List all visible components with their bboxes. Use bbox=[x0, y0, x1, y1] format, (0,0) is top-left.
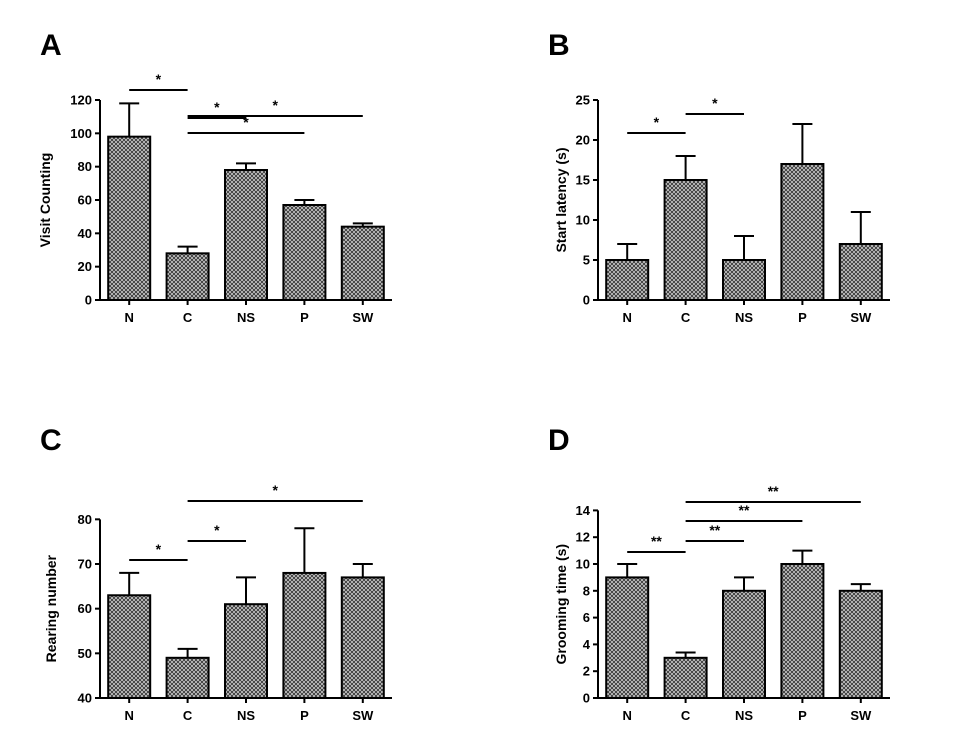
y-tick-label: 20 bbox=[576, 133, 590, 148]
y-tick-label: 80 bbox=[78, 159, 92, 174]
significance-marker: * bbox=[654, 114, 660, 130]
significance-marker: * bbox=[214, 522, 220, 538]
x-tick-label: NS bbox=[735, 310, 753, 325]
y-tick-label: 4 bbox=[583, 637, 591, 652]
y-tick-label: 120 bbox=[70, 93, 92, 108]
y-tick-label: 5 bbox=[583, 253, 590, 268]
x-tick-label: N bbox=[623, 708, 632, 723]
x-tick-label: SW bbox=[850, 708, 872, 723]
bar-sw bbox=[340, 576, 385, 700]
x-tick-label: NS bbox=[237, 708, 255, 723]
y-tick-label: 14 bbox=[576, 503, 591, 518]
y-tick-label: 10 bbox=[576, 557, 590, 572]
bar-n bbox=[107, 594, 152, 699]
panel-letter: C bbox=[40, 424, 62, 457]
y-tick-label: 2 bbox=[583, 664, 590, 679]
y-tick-label: 60 bbox=[78, 601, 92, 616]
bar-c bbox=[165, 656, 210, 699]
y-tick-label: 60 bbox=[78, 193, 92, 208]
bar-c bbox=[663, 179, 708, 301]
bar-p bbox=[282, 571, 327, 700]
bar-n bbox=[605, 259, 650, 301]
x-tick-label: P bbox=[300, 310, 309, 325]
bar-ns bbox=[224, 169, 268, 301]
significance-marker: ** bbox=[709, 522, 720, 538]
x-tick-label: SW bbox=[850, 310, 872, 325]
x-tick-label: P bbox=[798, 708, 807, 723]
y-tick-label: 40 bbox=[78, 691, 92, 706]
x-tick-label: N bbox=[125, 310, 134, 325]
x-tick-label: C bbox=[183, 310, 193, 325]
x-tick-label: P bbox=[798, 310, 807, 325]
y-tick-label: 6 bbox=[583, 610, 590, 625]
panel-letter: D bbox=[548, 424, 570, 457]
x-tick-label: C bbox=[681, 708, 691, 723]
significance-marker: * bbox=[272, 97, 278, 113]
bar-n bbox=[107, 135, 152, 301]
bar-ns bbox=[722, 589, 766, 699]
x-tick-label: C bbox=[681, 310, 691, 325]
bar-n bbox=[605, 576, 650, 700]
y-tick-label: 10 bbox=[576, 213, 590, 228]
y-tick-label: 40 bbox=[78, 226, 92, 241]
y-tick-label: 20 bbox=[78, 259, 92, 274]
significance-marker: ** bbox=[739, 502, 750, 518]
significance-marker: ** bbox=[768, 483, 779, 499]
y-tick-label: 80 bbox=[78, 512, 92, 527]
y-tick-label: 25 bbox=[576, 93, 590, 108]
significance-marker: * bbox=[156, 71, 162, 87]
y-tick-label: 50 bbox=[78, 646, 92, 661]
bar-ns bbox=[722, 259, 766, 301]
y-axis-title: Visit Counting bbox=[37, 153, 53, 248]
bar-ns bbox=[224, 603, 268, 700]
y-axis-title: Start latency (s) bbox=[553, 147, 569, 252]
bar-p bbox=[780, 163, 825, 301]
x-tick-label: NS bbox=[237, 310, 255, 325]
significance-marker: * bbox=[214, 99, 220, 115]
y-tick-label: 70 bbox=[78, 557, 92, 572]
bar-sw bbox=[838, 243, 883, 301]
x-tick-label: SW bbox=[352, 310, 374, 325]
significance-marker: * bbox=[156, 541, 162, 557]
bar-sw bbox=[838, 589, 883, 699]
x-tick-label: P bbox=[300, 708, 309, 723]
y-tick-label: 0 bbox=[583, 691, 590, 706]
bar-c bbox=[165, 252, 210, 301]
panel-a: A 0 20 40 60 80 100 120 Visit Counting N C NS P SW * * *… bbox=[37, 29, 392, 325]
bar-c bbox=[663, 656, 708, 699]
bar-p bbox=[282, 204, 327, 301]
panel-letter: B bbox=[548, 29, 570, 62]
bar-sw bbox=[340, 225, 385, 302]
x-tick-label: NS bbox=[735, 708, 753, 723]
panel-d: D 0 2 4 6 8 10 12 14 Grooming time (s) N C NS P SW ** **… bbox=[548, 424, 890, 723]
y-tick-label: 0 bbox=[85, 293, 92, 308]
panel-c: C 40 50 60 70 80 Rearing number N C NS P SW * * * bbox=[40, 424, 392, 723]
y-tick-label: 0 bbox=[583, 293, 590, 308]
y-tick-label: 15 bbox=[576, 173, 590, 188]
panel-letter: A bbox=[40, 29, 62, 62]
x-tick-label: C bbox=[183, 708, 193, 723]
x-tick-label: N bbox=[125, 708, 134, 723]
y-tick-label: 12 bbox=[576, 530, 590, 545]
y-tick-label: 8 bbox=[583, 583, 590, 598]
y-axis-title: Grooming time (s) bbox=[553, 544, 569, 665]
x-tick-label: SW bbox=[352, 708, 374, 723]
significance-marker: * bbox=[712, 95, 718, 111]
y-axis-title: Rearing number bbox=[43, 554, 59, 662]
x-tick-label: N bbox=[623, 310, 632, 325]
significance-marker: * bbox=[272, 482, 278, 498]
significance-marker: * bbox=[243, 114, 249, 130]
significance-marker: ** bbox=[651, 533, 662, 549]
y-tick-label: 100 bbox=[70, 126, 92, 141]
bar-p bbox=[780, 563, 825, 699]
panel-b: B 0 5 10 15 20 25 Start latency (s) N C NS P SW * * bbox=[548, 29, 890, 325]
